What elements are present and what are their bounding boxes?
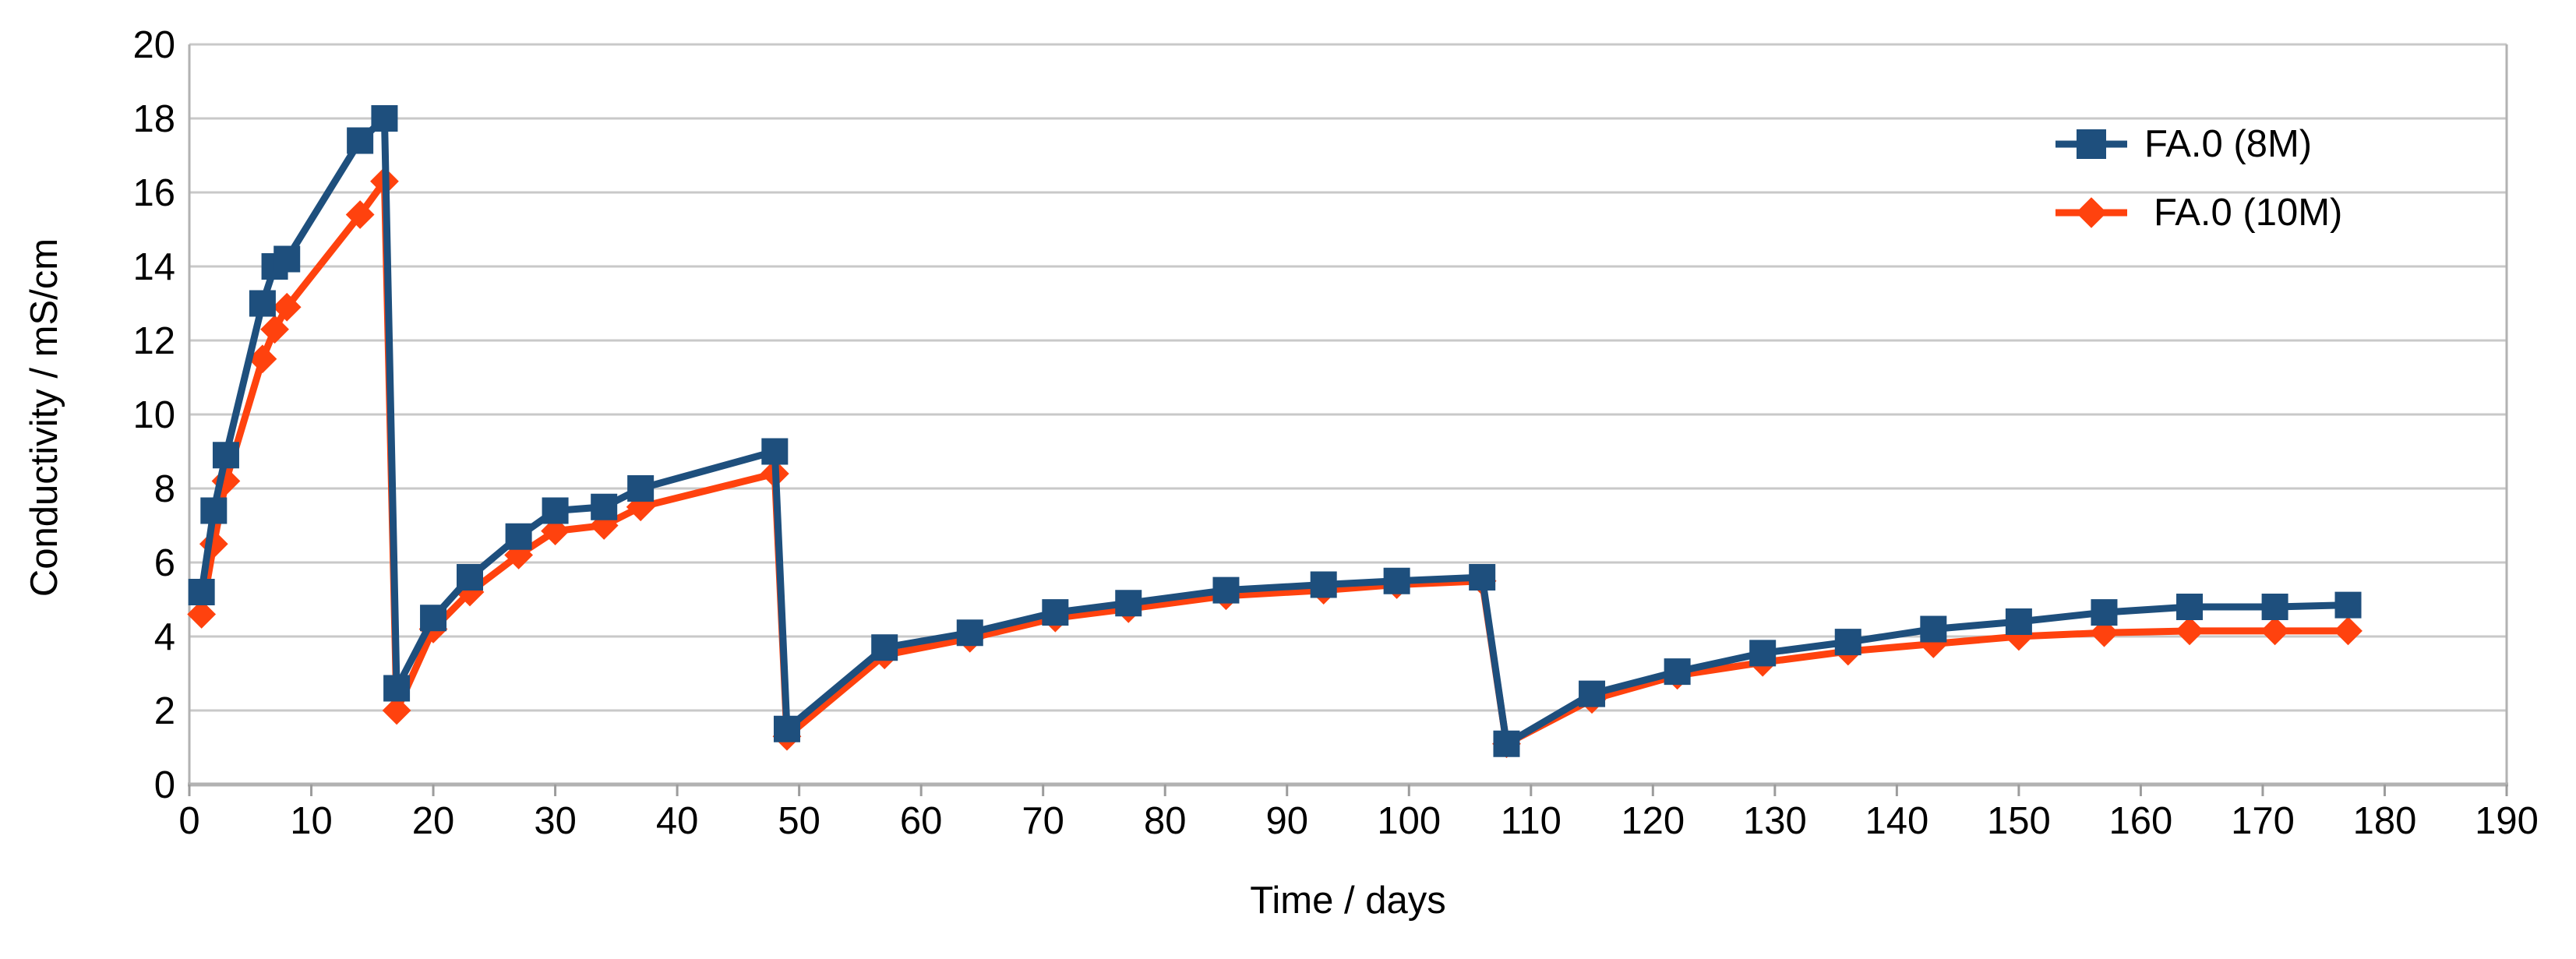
data-point-FA.0 (8M)-6 (249, 290, 276, 317)
y-tick-label-16: 16 (132, 172, 175, 214)
y-tick-label-2: 2 (154, 690, 175, 732)
series-line-FA.0 (8M) (198, 111, 2348, 750)
series-line-FA.0 (10M) (198, 171, 2348, 749)
data-point-FA.0 (10M)-164 (2175, 616, 2204, 646)
y-axis-title: Conductivity / mS/cm (23, 238, 65, 598)
data-point-FA.0 (8M)-37 (627, 475, 655, 502)
data-point-FA.0 (10M)-7 (260, 315, 289, 344)
x-tick-label-90: 90 (1265, 800, 1308, 842)
data-point-FA.0 (8M)-77 (1115, 590, 1142, 617)
data-point-FA.0 (8M)-122 (1664, 658, 1691, 686)
data-point-FA.0 (8M)-106 (1469, 564, 1496, 591)
data-point-FA.0 (8M)-23 (457, 564, 484, 591)
data-point-FA.0 (8M)-93 (1310, 571, 1337, 598)
data-point-FA.0 (8M)-1 (188, 579, 215, 605)
x-axis-title: Time / days (1250, 880, 1446, 922)
data-point-FA.0 (8M)-71 (1042, 599, 1069, 626)
legend-marker-square-icon (2056, 129, 2127, 159)
data-point-FA.0 (8M)-143 (1920, 615, 1947, 643)
data-point-FA.0 (8M)-136 (1834, 629, 1861, 656)
y-tick-label-10: 10 (132, 394, 175, 436)
x-tick-label-130: 130 (1743, 800, 1807, 842)
x-tick-label-30: 30 (534, 800, 577, 842)
data-point-FA.0 (8M)-99 (1383, 567, 1410, 594)
data-point-FA.0 (8M)-49 (773, 715, 800, 742)
data-point-FA.0 (8M)-164 (2176, 594, 2204, 620)
data-point-FA.0 (8M)-115 (1579, 680, 1606, 707)
data-point-FA.0 (10M)-17 (382, 696, 411, 725)
data-point-FA.0 (8M)-85 (1212, 576, 1240, 604)
y-tick-label-12: 12 (132, 320, 175, 362)
y-tick-label-18: 18 (132, 98, 175, 140)
x-tick-label-0: 0 (178, 800, 199, 842)
x-tick-label-190: 190 (2475, 800, 2539, 842)
legend-entry-fa0-8m: FA.0 (8M) (2056, 110, 2342, 178)
data-point-FA.0 (8M)-108 (1493, 730, 1520, 757)
y-tick-label-4: 4 (154, 616, 175, 658)
data-point-FA.0 (8M)-27 (505, 523, 532, 550)
legend-marker-diamond-icon (2056, 197, 2127, 228)
data-point-FA.0 (8M)-157 (2091, 599, 2118, 626)
y-tick-label-6: 6 (154, 542, 175, 584)
data-point-FA.0 (8M)-129 (1749, 640, 1777, 667)
x-tick-label-60: 60 (900, 800, 943, 842)
x-tick-label-20: 20 (412, 800, 455, 842)
data-point-FA.0 (10M)-14 (345, 200, 375, 229)
y-tick-label-8: 8 (154, 468, 175, 510)
data-point-FA.0 (10M)-6 (248, 344, 277, 374)
data-point-FA.0 (8M)-150 (2005, 608, 2032, 635)
x-tick-label-40: 40 (656, 800, 699, 842)
data-point-FA.0 (10M)-8 (272, 292, 302, 322)
data-point-FA.0 (8M)-34 (591, 493, 618, 520)
data-point-FA.0 (8M)-17 (383, 675, 411, 702)
x-tick-label-10: 10 (290, 800, 333, 842)
data-point-FA.0 (8M)-14 (347, 127, 374, 154)
legend-label-fa0-8m: FA.0 (8M) (2144, 123, 2313, 165)
x-tick-label-160: 160 (2109, 800, 2173, 842)
data-point-FA.0 (8M)-64 (956, 619, 983, 647)
x-tick-label-140: 140 (1865, 800, 1928, 842)
data-point-FA.0 (8M)-2 (200, 497, 228, 524)
data-point-FA.0 (8M)-57 (871, 634, 898, 661)
x-tick-label-50: 50 (778, 800, 820, 842)
y-tick-label-20: 20 (132, 24, 175, 66)
data-point-FA.0 (8M)-48 (761, 438, 789, 465)
legend-entry-fa0-10m: FA.0 (10M) (2056, 178, 2342, 247)
x-tick-label-80: 80 (1144, 800, 1187, 842)
data-point-FA.0 (8M)-16 (371, 105, 398, 132)
x-tick-label-70: 70 (1022, 800, 1064, 842)
x-tick-label-170: 170 (2231, 800, 2295, 842)
data-point-FA.0 (8M)-3 (212, 442, 239, 469)
data-point-FA.0 (8M)-20 (420, 605, 447, 632)
data-point-FA.0 (10M)-177 (2334, 616, 2363, 646)
y-tick-label-14: 14 (132, 246, 175, 288)
y-tick-label-0: 0 (154, 764, 175, 806)
data-point-FA.0 (10M)-171 (2260, 616, 2289, 646)
x-tick-label-120: 120 (1621, 800, 1685, 842)
data-point-FA.0 (8M)-177 (2334, 591, 2362, 619)
x-tick-label-110: 110 (1501, 800, 1561, 842)
x-tick-label-180: 180 (2353, 800, 2417, 842)
legend-label-fa0-10m: FA.0 (10M) (2154, 192, 2343, 234)
data-point-FA.0 (8M)-8 (273, 245, 301, 273)
x-tick-label-100: 100 (1377, 800, 1441, 842)
legend: FA.0 (8M) FA.0 (10M) (2056, 110, 2342, 247)
data-point-FA.0 (8M)-30 (542, 497, 569, 524)
x-tick-label-150: 150 (1987, 800, 2051, 842)
data-point-FA.0 (8M)-171 (2261, 594, 2288, 620)
